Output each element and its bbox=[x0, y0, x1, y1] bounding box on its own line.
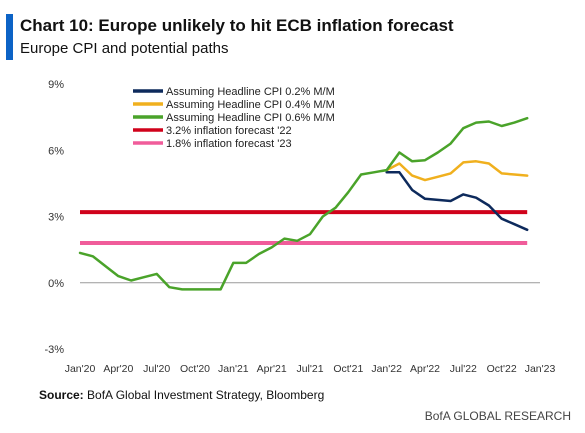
y-tick-label: 6% bbox=[48, 145, 64, 157]
chart-title: Chart 10: Europe unlikely to hit ECB inf… bbox=[20, 16, 454, 35]
title-accent-bar bbox=[6, 14, 13, 60]
series-line bbox=[78, 116, 529, 291]
series-line bbox=[385, 160, 529, 182]
series-line bbox=[385, 171, 529, 232]
y-tick-label: 3% bbox=[48, 212, 64, 224]
y-tick-label: 9% bbox=[48, 79, 64, 91]
x-tick-label: Apr'21 bbox=[257, 363, 287, 375]
x-tick-label: Jan'23 bbox=[525, 363, 556, 375]
legend-label: 1.8% inflation forecast '23 bbox=[166, 138, 292, 150]
legend-label: Assuming Headline CPI 0.2% M/M bbox=[166, 86, 335, 98]
x-tick-label: Jul'21 bbox=[296, 363, 323, 375]
y-tick-label: 0% bbox=[48, 278, 64, 290]
x-tick-label: Jan'22 bbox=[371, 363, 402, 375]
x-tick-label: Oct'20 bbox=[180, 363, 210, 375]
legend-label: 3.2% inflation forecast '22 bbox=[166, 125, 292, 137]
x-tick-label: Jan'20 bbox=[65, 363, 96, 375]
source-text: BofA Global Investment Strategy, Bloombe… bbox=[87, 388, 325, 402]
x-tick-label: Oct'22 bbox=[487, 363, 517, 375]
x-tick-label: Jan'21 bbox=[218, 363, 249, 375]
y-tick-label: -3% bbox=[44, 344, 64, 356]
x-tick-label: Oct'21 bbox=[333, 363, 363, 375]
source-note: Source: BofA Global Investment Strategy,… bbox=[39, 388, 324, 402]
legend-label: Assuming Headline CPI 0.6% M/M bbox=[166, 112, 335, 124]
legend-label: Assuming Headline CPI 0.4% M/M bbox=[166, 99, 335, 111]
source-label: Source: bbox=[39, 388, 84, 402]
footer-brand: BofA GLOBAL RESEARCH bbox=[424, 409, 571, 423]
x-tick-label: Apr'22 bbox=[410, 363, 440, 375]
chart-subtitle: Europe CPI and potential paths bbox=[20, 40, 229, 57]
x-tick-label: Jul'22 bbox=[450, 363, 477, 375]
x-tick-label: Apr'20 bbox=[103, 363, 133, 375]
x-tick-label: Jul'20 bbox=[143, 363, 170, 375]
